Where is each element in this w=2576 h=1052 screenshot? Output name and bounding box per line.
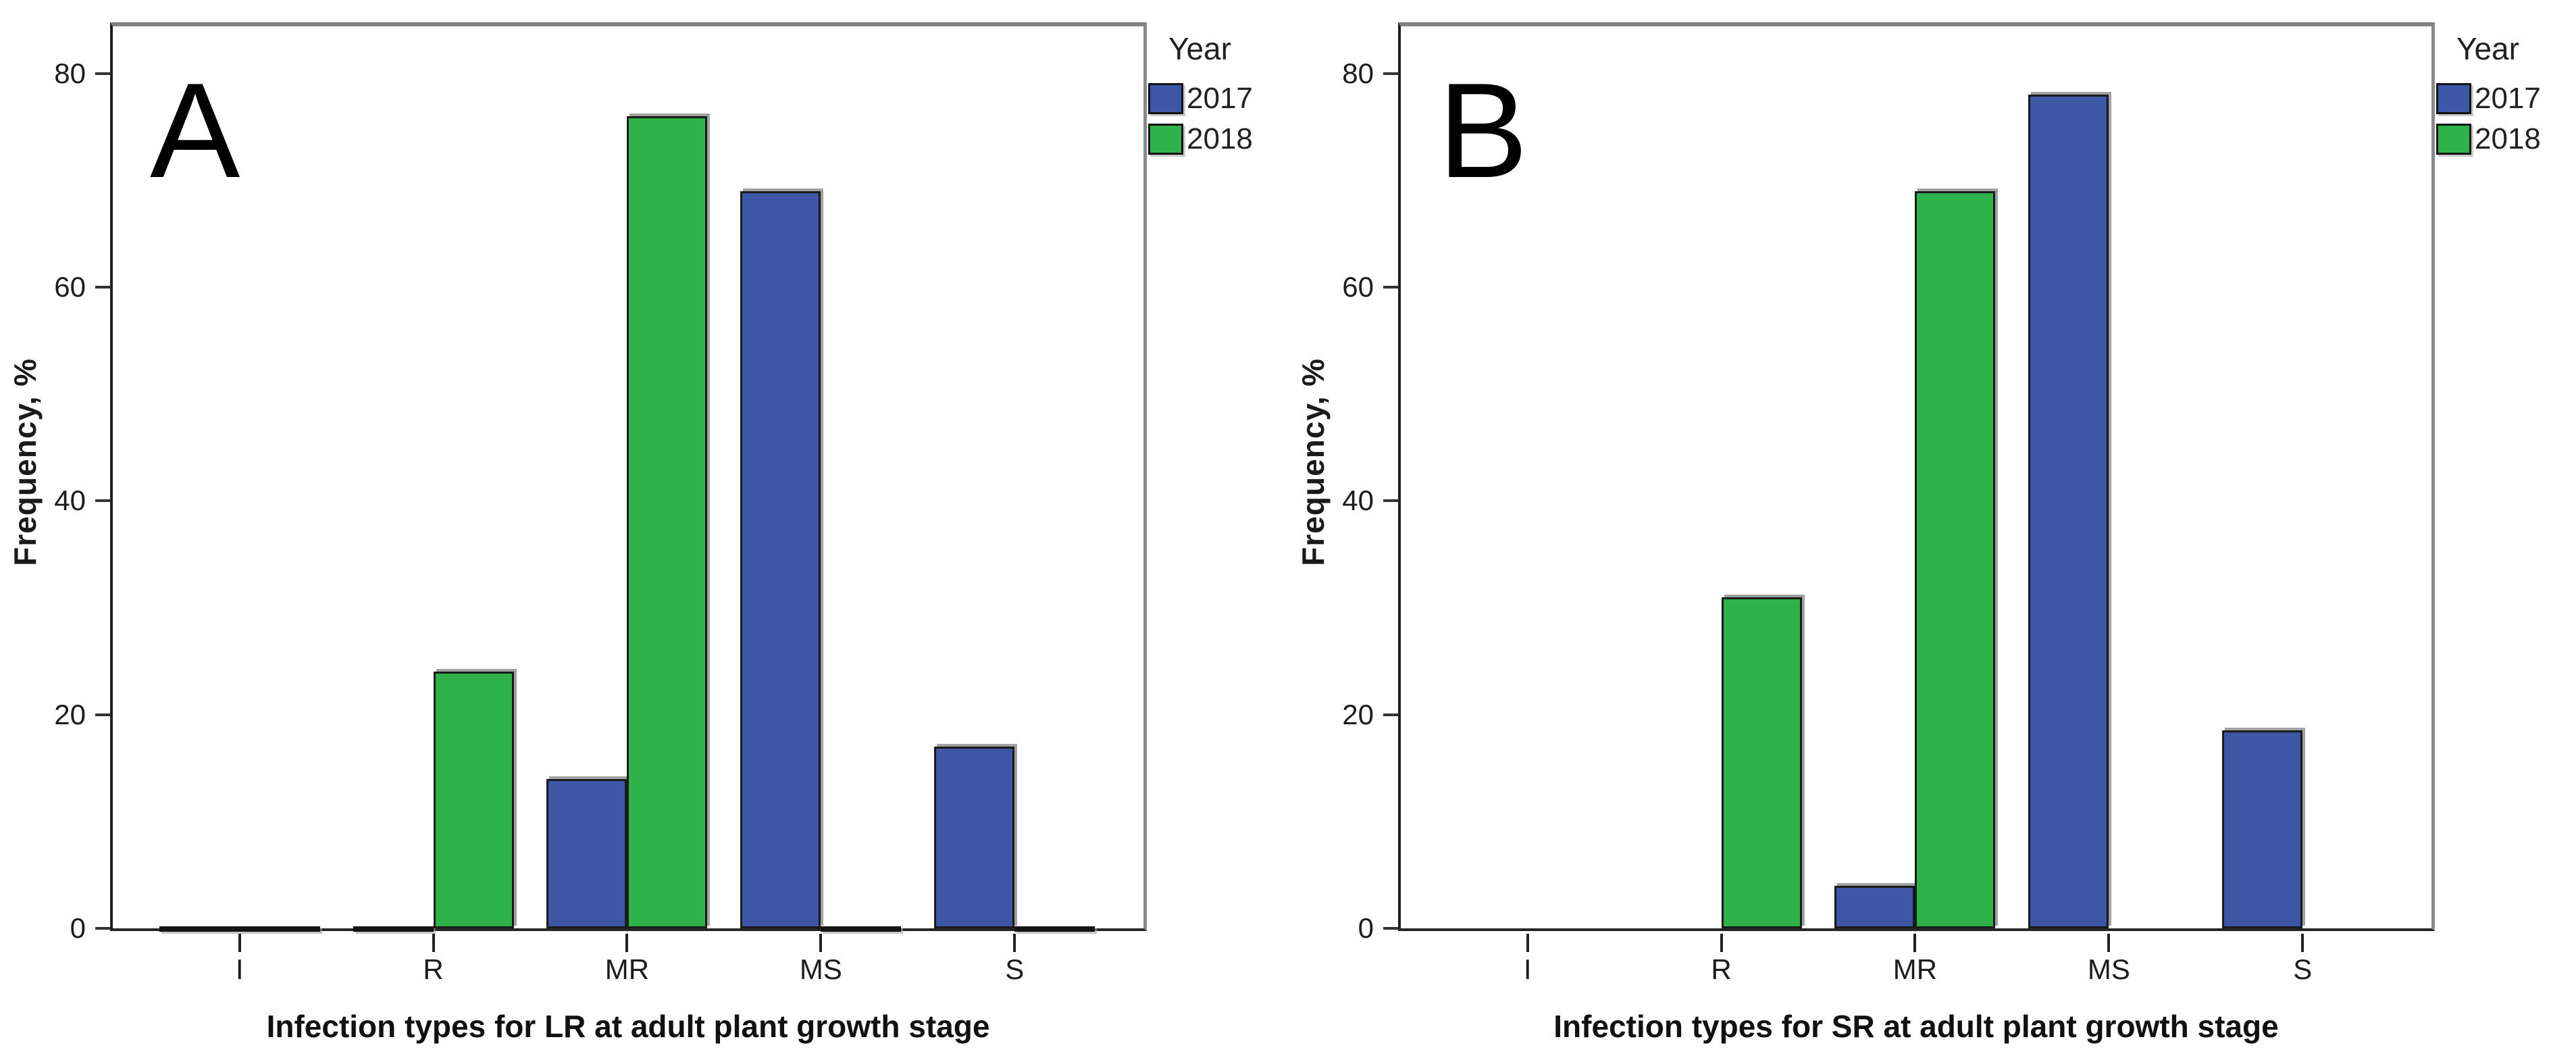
legend-label-2017: 2017	[2475, 82, 2541, 115]
y-tick-label-40: 40	[54, 484, 86, 517]
legend-title: Year	[2456, 31, 2519, 66]
y-axis-title-wrap: Frequency, %	[1295, 0, 1331, 924]
y-tick-label-0: 0	[1358, 912, 1374, 944]
bar-2018-R	[433, 672, 514, 928]
bar-2017-MS	[2028, 95, 2109, 928]
y-tick-label-80: 80	[1342, 57, 1374, 89]
y-tick-label-0: 0	[70, 912, 86, 944]
legend-swatch-2018	[1148, 124, 1183, 155]
x-tick-label-MR: MR	[1892, 953, 1938, 985]
plot-area-b: B Infection types for SR at adult plant …	[1342, 22, 2435, 1044]
legend-label-2018: 2018	[1187, 122, 1253, 155]
y-axis-title-wrap: Frequency, %	[7, 0, 43, 924]
y-tick-0	[1383, 927, 1398, 930]
legend-swatch-2017	[1148, 83, 1183, 114]
zero-bar-2018-I	[239, 926, 320, 932]
panel-a: Frequency, % A Infection types for LR at…	[7, 0, 1287, 1044]
x-tick-MS	[819, 934, 823, 952]
y-tick-40	[95, 499, 110, 503]
x-tick-label-R: R	[1711, 953, 1732, 985]
y-tick-80	[1383, 72, 1398, 75]
y-tick-20	[1383, 713, 1398, 716]
x-tick-label-S: S	[2293, 953, 2313, 985]
legend-item-2017: 2017	[1148, 83, 1287, 114]
x-tick-I	[238, 934, 241, 952]
panel-b: Frequency, % B Infection types for SR at…	[1288, 0, 2576, 1052]
legend-item-2018: 2018	[2436, 124, 2575, 155]
y-tick-label-20: 20	[54, 698, 86, 730]
legend-item-2018: 2018	[1148, 124, 1287, 155]
bar-2018-MR	[1915, 191, 1996, 928]
y-tick-label-60: 60	[54, 270, 86, 303]
x-axis-title: Infection types for LR at adult plant gr…	[266, 1009, 990, 1044]
panel-letter: B	[1438, 55, 1528, 206]
y-axis-title: Frequency, %	[7, 358, 43, 566]
x-tick-label-I: I	[1523, 953, 1532, 985]
zero-bar-2017-I	[159, 926, 240, 932]
bar-2017-MR	[1834, 885, 1915, 928]
bar-2017-MS	[740, 191, 821, 928]
y-axis-title: Frequency, %	[1295, 358, 1331, 566]
x-tick-S	[1013, 934, 1016, 952]
x-tick-S	[2301, 934, 2304, 952]
legend: Year 2017 2018	[1148, 30, 1287, 164]
x-tick-MS	[2107, 934, 2111, 952]
y-tick-80	[95, 72, 110, 75]
legend-swatch-2017	[2436, 83, 2471, 114]
y-tick-label-80: 80	[54, 57, 86, 89]
legend: Year 2017 2018	[2436, 30, 2575, 164]
x-tick-label-I: I	[235, 953, 244, 985]
y-tick-0	[95, 927, 110, 930]
legend-swatch-2018	[2436, 124, 2471, 155]
bar-2017-S	[2222, 730, 2303, 928]
y-tick-40	[1383, 499, 1398, 503]
legend-label-2017: 2017	[1187, 82, 1253, 115]
y-tick-60	[95, 285, 110, 289]
panel-letter: A	[150, 55, 240, 206]
x-tick-label-MS: MS	[799, 953, 842, 985]
x-tick-label-S: S	[1005, 953, 1025, 985]
y-tick-label-40: 40	[1342, 484, 1374, 517]
x-tick-label-MR: MR	[604, 953, 650, 985]
x-tick-MR	[1913, 934, 1917, 952]
legend-title: Year	[1168, 31, 1231, 66]
x-tick-R	[432, 934, 435, 952]
x-tick-I	[1526, 934, 1529, 952]
x-tick-R	[1720, 934, 1723, 952]
x-tick-label-R: R	[423, 953, 444, 985]
y-tick-60	[1383, 285, 1398, 289]
bar-2018-MR	[627, 116, 708, 928]
zero-bar-2018-S	[1014, 926, 1096, 932]
bar-2018-R	[1721, 597, 1802, 928]
bar-2017-MR	[546, 778, 627, 928]
x-axis-title: Infection types for SR at adult plant gr…	[1553, 1009, 2279, 1044]
y-tick-label-20: 20	[1342, 698, 1374, 730]
y-tick-20	[95, 713, 110, 716]
legend-label-2018: 2018	[2475, 122, 2541, 155]
y-tick-label-60: 60	[1342, 270, 1374, 303]
x-tick-label-MS: MS	[2087, 953, 2130, 985]
zero-bar-2017-R	[353, 926, 434, 932]
plot-area-a: A Infection types for LR at adult plant …	[54, 22, 1147, 1044]
legend-item-2017: 2017	[2436, 83, 2575, 114]
x-tick-MR	[625, 934, 629, 952]
bar-2017-S	[934, 747, 1015, 928]
zero-bar-2018-MS	[821, 926, 902, 932]
